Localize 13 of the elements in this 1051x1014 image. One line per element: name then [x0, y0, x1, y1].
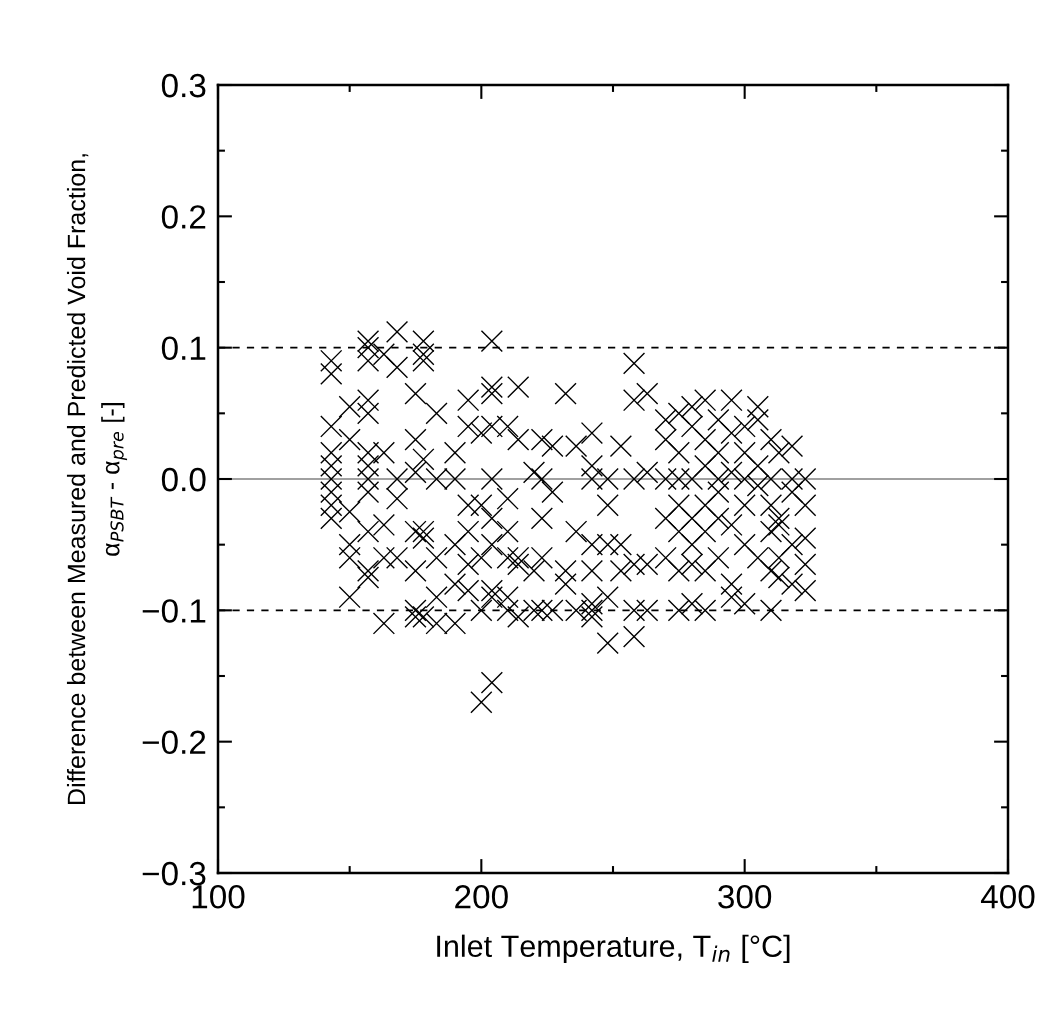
- x-tick-label: 300: [718, 884, 772, 909]
- y-axis-title: Difference between Measured and Predicted Void Fraction, α$_{PSBT}$ - α$_{pre}$ [-]: [66, 154, 128, 804]
- y-tick-label: 0.2: [161, 205, 206, 229]
- y-tick-label: −0.2: [142, 730, 206, 755]
- x-tick-label: 100: [192, 884, 245, 909]
- x-tick-label: 400: [980, 884, 1035, 909]
- y-tick-label: −0.3: [142, 861, 206, 886]
- y-tick-label: −0.1: [142, 599, 206, 623]
- x-axis-title: Inlet Temperature, T$_{in}$ [°C]: [437, 934, 790, 964]
- y-tick-label: 0.1: [161, 336, 206, 361]
- x-tick-label: 200: [455, 884, 508, 909]
- y-tick-label: 0.0: [161, 467, 206, 492]
- y-tick-label: 0.3: [161, 73, 206, 98]
